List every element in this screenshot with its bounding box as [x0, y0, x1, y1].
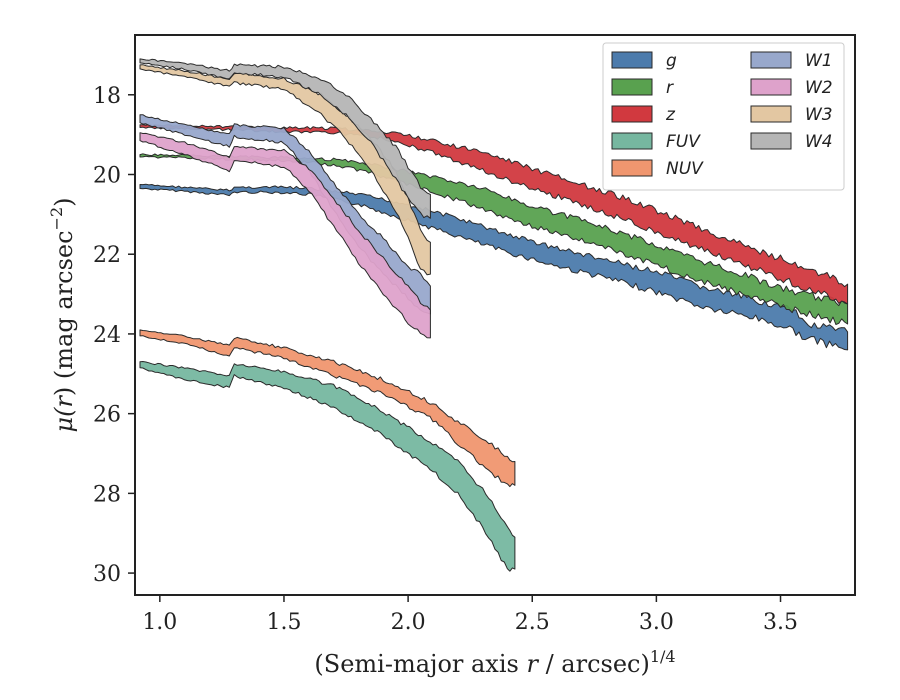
- x-tick-label: 1.5: [266, 610, 301, 635]
- y-axis-label-mu: μ(: [50, 407, 78, 433]
- y-axis-label-var: r: [50, 395, 78, 408]
- y-tick-label: 26: [93, 403, 121, 428]
- legend-swatch-W4: [750, 132, 792, 150]
- y-tick-label: 20: [93, 164, 121, 189]
- x-axis-label: (Semi-major axis r / arcsec)1/4: [314, 647, 675, 678]
- y-tick-label: 22: [93, 243, 121, 268]
- legend-label-z: z: [665, 105, 676, 125]
- legend-label-FUV: FUV: [666, 132, 701, 152]
- legend-label-g: g: [666, 51, 677, 71]
- x-tick-label: 2.5: [515, 610, 550, 635]
- x-axis-label-sup: 1/4: [650, 647, 676, 666]
- legend-swatch-NUV: [611, 159, 653, 177]
- legend-swatch-g: [611, 51, 653, 69]
- legend-label-W2: W2: [805, 78, 833, 98]
- y-axis-label-close: ): [50, 197, 78, 206]
- x-axis-label-var: r: [526, 650, 539, 678]
- legend-label-W1: W1: [805, 51, 833, 71]
- x-axis-label-main: (Semi-major axis: [314, 650, 526, 678]
- legend-swatch-W2: [750, 78, 792, 96]
- legend-items: grz FUV NUV W1 W2 W3 W4: [611, 51, 833, 179]
- x-axis-ticks: 1.0 1.5 2.0 2.5 3.0 3.5: [142, 595, 798, 635]
- y-axis-ticks: 18 20 22 24 26 28 30: [93, 84, 135, 587]
- legend-swatch-W3: [750, 105, 792, 123]
- band-NUV: [139, 329, 516, 488]
- legend-swatch-z: [611, 105, 653, 123]
- x-tick-label: 3.5: [763, 610, 798, 635]
- y-tick-label: 24: [93, 323, 121, 348]
- y-axis-label-tail: ) (mag arcsec: [50, 230, 78, 396]
- y-tick-label: 28: [93, 482, 121, 507]
- x-axis-label-tail: / arcsec): [538, 650, 650, 678]
- y-axis-label: μ(r) (mag arcsec−2): [47, 197, 78, 432]
- band-W4: [139, 58, 431, 219]
- band-FUV: [139, 361, 516, 572]
- x-tick-label: 2.0: [391, 610, 426, 635]
- legend-label-NUV: NUV: [666, 159, 704, 179]
- legend-swatch-FUV: [611, 132, 653, 150]
- legend-swatch-r: [611, 78, 653, 96]
- band-g: [139, 183, 849, 351]
- legend-label-r: r: [666, 78, 674, 98]
- y-tick-label: 30: [93, 562, 121, 587]
- y-axis-label-sup: −2: [47, 207, 66, 231]
- legend-label-W4: W4: [805, 132, 833, 152]
- plot-frame: [134, 34, 856, 596]
- legend-swatch-W1: [750, 51, 792, 69]
- data-bands: [139, 58, 849, 572]
- y-tick-label: 18: [93, 84, 121, 109]
- legend: grz FUV NUV W1 W2 W3 W4: [602, 42, 845, 191]
- x-tick-label: 3.0: [639, 610, 674, 635]
- x-tick-label: 1.0: [142, 610, 177, 635]
- legend-label-W3: W3: [805, 105, 833, 125]
- band-W2: [139, 132, 431, 339]
